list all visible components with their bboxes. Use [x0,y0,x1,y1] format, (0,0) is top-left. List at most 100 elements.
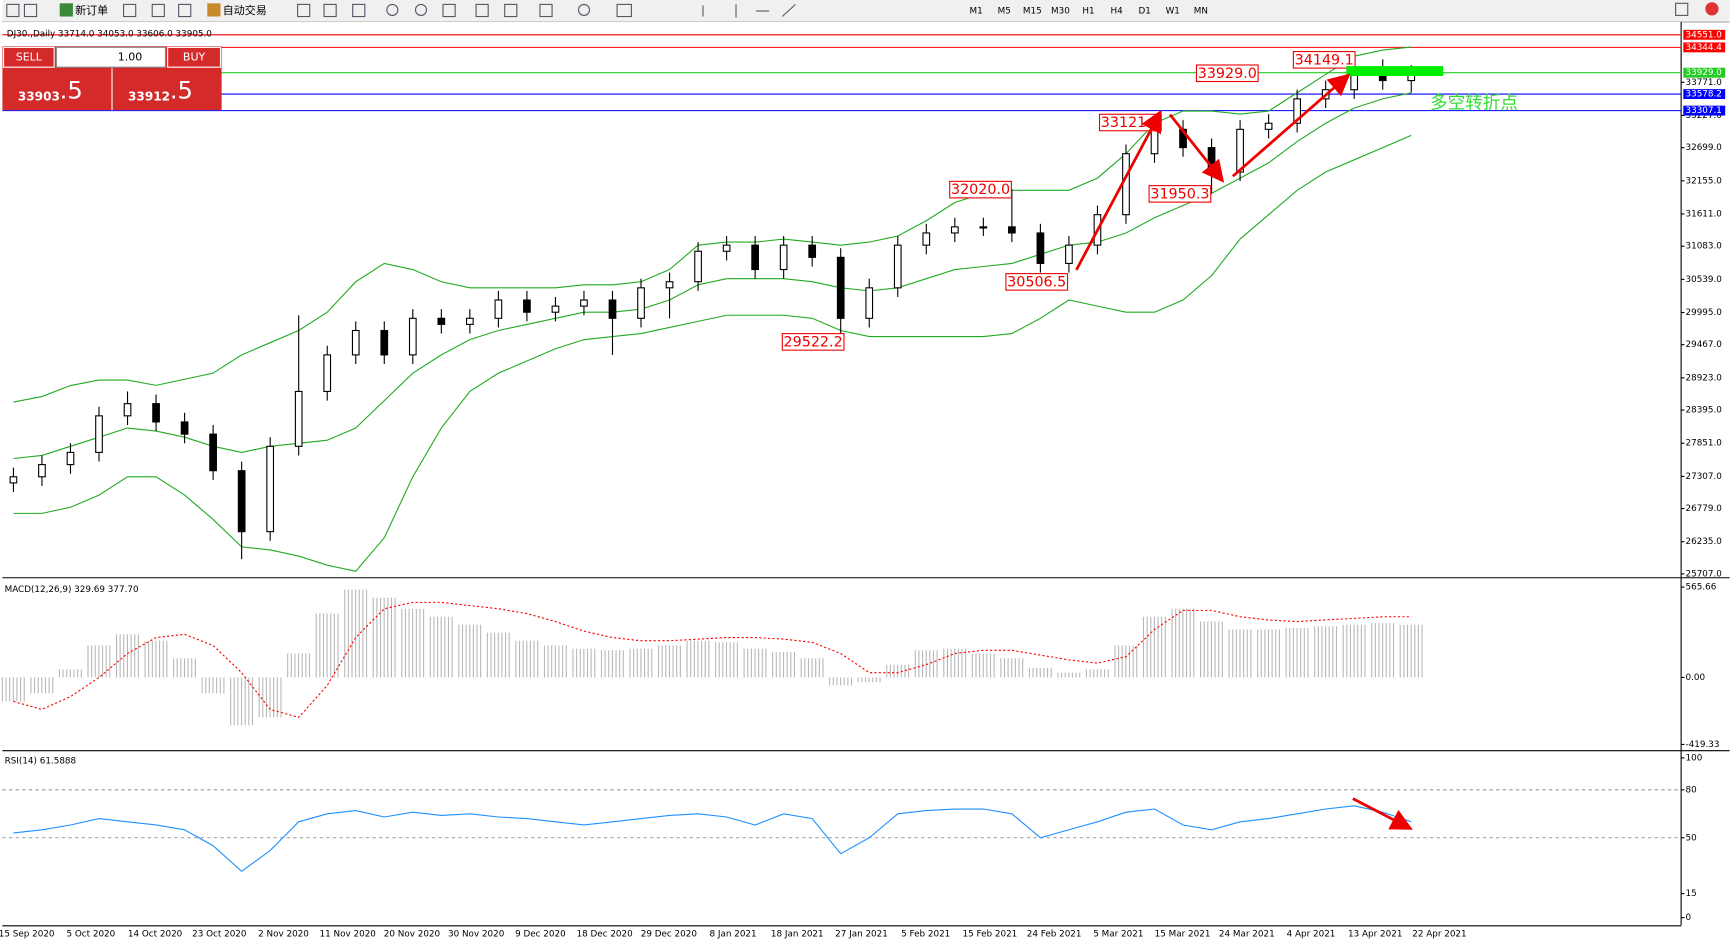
icon[interactable] [323,3,337,18]
candle-body [9,476,18,484]
alert-icon[interactable] [1705,2,1719,16]
icon[interactable] [123,3,137,18]
x-tick-label: 5 Mar 2021 [1093,930,1143,940]
sell-label[interactable]: SELL [16,50,43,63]
candle-body [38,464,46,478]
y-tick-label: 15 [1686,889,1697,899]
x-tick-label: 5 Feb 2021 [901,930,950,940]
candle-body [722,244,731,252]
x-tick-label: 15 Mar 2021 [1155,930,1211,940]
timeframe-button[interactable]: H1 [1082,7,1094,17]
icon[interactable] [504,3,518,18]
price-annotation: 32020.0 [951,182,1010,198]
icon[interactable] [414,3,428,16]
icon[interactable] [616,3,632,18]
buy-price-fraction[interactable]: .5 [170,76,193,104]
candle-body [380,329,389,356]
timeframe-button[interactable]: MN [1194,7,1208,17]
y-tick-label: 80 [1686,785,1698,795]
icon[interactable] [539,3,553,18]
candle-body [893,244,902,289]
lot-value[interactable]: 1.00 [118,50,143,63]
candle-body [294,390,303,447]
candle-body [608,299,617,319]
icon[interactable] [386,3,399,16]
icon[interactable] [475,3,489,18]
buy-price[interactable]: 33912 [128,89,170,103]
timeframe-button[interactable]: M15 [1023,7,1042,17]
highlight-zone [1346,66,1444,77]
sell-price-fraction[interactable]: .5 [60,76,83,104]
buy-label[interactable]: BUY [183,50,206,63]
price-level-tag [1683,89,1726,100]
x-tick-label: 27 Jan 2021 [835,930,888,940]
y-tick-label: 26235.0 [1686,537,1723,547]
bollinger-upper [13,46,1412,403]
price-level-tag [1683,67,1726,78]
lot-input[interactable] [55,46,166,68]
x-tick-label: 15 Sep 2020 [0,930,55,940]
timeframe-button[interactable]: M1 [970,7,983,17]
candle-body [922,232,931,246]
y-tick-label: 33227.0 [1686,111,1723,121]
icon[interactable] [6,3,20,18]
x-tick-label: 13 Apr 2021 [1348,930,1402,940]
icon[interactable] [577,3,591,16]
price-annotation: 30506.5 [1007,274,1066,290]
candle-body [266,445,275,533]
candle-body [865,287,874,319]
y-tick-label: 27307.0 [1686,472,1723,482]
indicator-title: MACD(12,26,9) 329.69 377.70 [5,585,139,595]
timeframe-button[interactable]: M30 [1051,7,1070,17]
icon[interactable] [23,3,38,18]
icon[interactable] [1675,2,1689,16]
new-order-button[interactable]: 新订单 [75,3,108,17]
price-level-label: 33929.0 [1686,68,1723,78]
candle-body [751,244,759,271]
price-annotation-box [1005,273,1069,291]
price-annotation: 33929.0 [1198,66,1257,82]
price-level-label: 33307.1 [1686,106,1722,116]
price-level-label: 33578.2 [1686,90,1722,100]
y-tick-label: 0 [1686,913,1692,923]
x-tick-label: 5 Oct 2020 [66,930,115,940]
y-tick-label: 29995.0 [1686,308,1723,318]
y-tick-label: 25707.0 [1686,569,1723,579]
x-tick-label: 2 Nov 2020 [258,930,309,940]
icon[interactable] [178,3,192,18]
y-tick-label: 100 [1686,753,1703,763]
candle-body [1122,153,1130,216]
y-tick-label: 28395.0 [1686,406,1723,416]
buy-button[interactable] [167,46,222,68]
price-annotation: 34149.1 [1295,52,1354,68]
price-level-tag [1683,29,1726,40]
rsi-panel: RSI(14) 61.5888 100 80 50 15 0 [2,753,1703,923]
candle-body [637,287,645,319]
indicator-title: RSI(14) 61.5888 [5,757,77,767]
timeframe-button[interactable]: W1 [1166,7,1180,17]
auto-trade-button[interactable]: 自动交易 [223,3,267,17]
candle-body [950,226,959,234]
candle-body [152,403,160,423]
candle-body [1008,226,1016,234]
candle-body [209,433,217,472]
auto-trade-icon[interactable] [207,3,221,17]
annotation-note: 多空转折点 [1430,94,1518,114]
candle-body [123,403,132,417]
candle-body [1150,128,1159,155]
icon[interactable] [442,3,456,18]
sell-button[interactable] [2,46,55,68]
icon[interactable] [352,3,366,18]
candle-body [694,250,702,283]
bollinger-lower [13,134,1412,572]
timeframe-button[interactable]: D1 [1138,7,1150,17]
candle-body [494,299,503,319]
icon[interactable] [151,3,165,18]
candle-body [523,299,531,313]
sell-price[interactable]: 33903 [18,89,60,103]
new-order-icon[interactable] [59,3,73,17]
timeframe-button[interactable]: M5 [998,7,1011,17]
icon[interactable] [297,3,311,18]
timeframe-button[interactable]: H4 [1110,7,1123,17]
price-annotation-box [1148,185,1212,203]
